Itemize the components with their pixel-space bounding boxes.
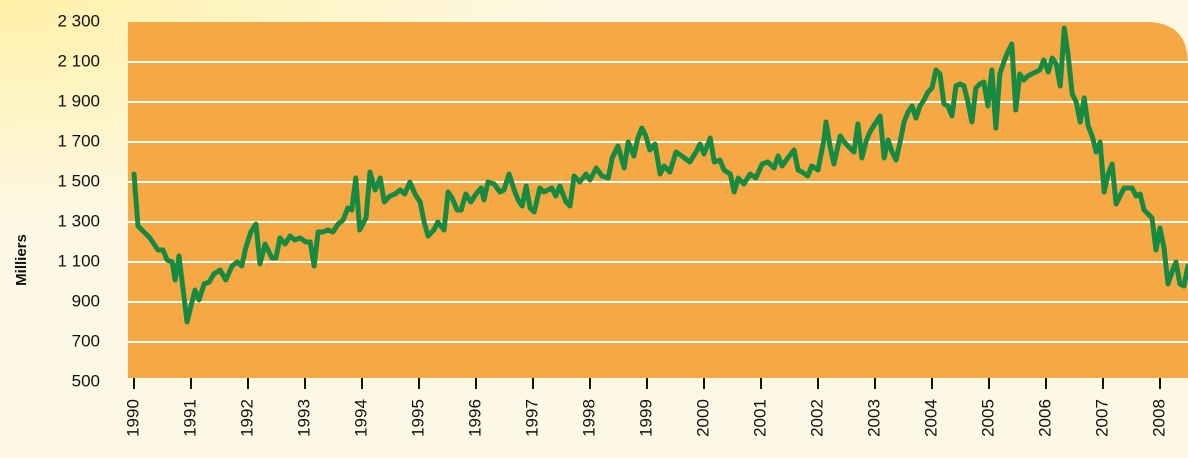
- x-tick-label: 2002: [807, 399, 826, 437]
- x-tick-label: 2008: [1149, 399, 1168, 437]
- y-tick-label: 1 500: [57, 171, 100, 190]
- y-tick-label: 900: [72, 291, 100, 310]
- x-tick-label: 2004: [921, 399, 940, 437]
- x-tick-label: 1992: [237, 399, 256, 437]
- data-line: [131, 25, 1188, 325]
- x-tick-label: 1994: [351, 399, 370, 437]
- x-tick-label: 1995: [408, 399, 427, 437]
- y-tick-label: 500: [72, 371, 100, 390]
- y-tick-label: 700: [72, 331, 100, 350]
- x-tick-label: 2005: [978, 399, 997, 437]
- x-tick-label: 1998: [579, 399, 598, 437]
- y-tick-label: 1 900: [57, 91, 100, 110]
- y-tick-label: 1 100: [57, 251, 100, 270]
- x-tick-label: 1996: [465, 399, 484, 437]
- y-axis-label: Milliers: [13, 234, 30, 286]
- x-tick-label: 2006: [1035, 399, 1054, 437]
- x-tick-label: 2003: [864, 399, 883, 437]
- x-tick-label: 1993: [294, 399, 313, 437]
- x-tick-label: 2001: [750, 399, 769, 437]
- y-tick-label: 2 300: [57, 11, 100, 30]
- plot-area: [128, 22, 1188, 378]
- x-tick-label: 2000: [693, 399, 712, 437]
- y-tick-label: 1 300: [57, 211, 100, 230]
- x-tick-label: 1997: [522, 399, 541, 437]
- x-tick-label: 1991: [180, 399, 199, 437]
- x-tick-label: 1999: [636, 399, 655, 437]
- y-tick-label: 1 700: [57, 131, 100, 150]
- y-tick-label: 2 100: [57, 51, 100, 70]
- x-tick-label: 2007: [1092, 399, 1111, 437]
- x-tick-label: 1990: [123, 399, 142, 437]
